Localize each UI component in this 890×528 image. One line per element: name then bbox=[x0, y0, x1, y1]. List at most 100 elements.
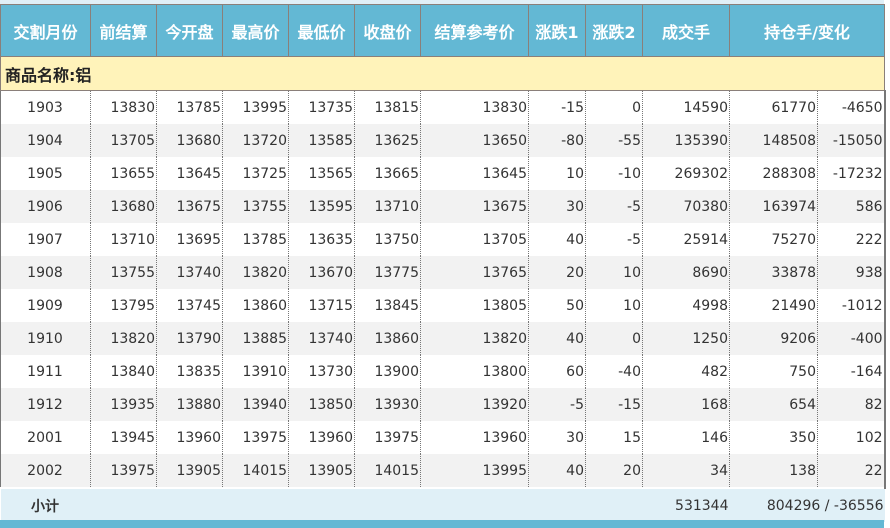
table-cell: 13625 bbox=[354, 124, 421, 157]
table-cell: 14015 bbox=[354, 454, 421, 488]
table-cell: 13860 bbox=[354, 322, 421, 355]
table-row: 1907 13710 13695 13785 13635 13750 13705 40 -5 25… bbox=[0, 223, 886, 256]
table-cell: 1904 bbox=[0, 124, 91, 157]
table-cell: 8690 bbox=[642, 256, 730, 289]
column-header: 结算参考价 bbox=[420, 4, 529, 57]
category-row: 商品名称:铝 bbox=[0, 56, 886, 91]
table-cell: 13850 bbox=[288, 388, 355, 421]
column-header: 收盘价 bbox=[354, 4, 421, 57]
table-row: 1908 13755 13740 13820 13670 13775 13765 20 10 86… bbox=[0, 256, 886, 289]
table-cell: 13775 bbox=[354, 256, 421, 289]
table-row: 1903 13830 13785 13995 13735 13815 13830 -15 0 14… bbox=[0, 90, 886, 124]
table-cell: 288308 bbox=[729, 157, 818, 190]
table-cell: 13720 bbox=[222, 124, 289, 157]
table-cell: 13830 bbox=[420, 90, 529, 124]
table-cell: 13745 bbox=[156, 289, 223, 322]
table-cell: 13740 bbox=[156, 256, 223, 289]
category-name: 商品名称:铝 bbox=[0, 56, 886, 91]
table-cell: 1907 bbox=[0, 223, 91, 256]
bottom-strip bbox=[0, 520, 884, 528]
table-cell: 13585 bbox=[288, 124, 355, 157]
subtotal-row: 小计 531344 804296 / -36556 bbox=[0, 487, 885, 522]
table-cell: 13900 bbox=[354, 355, 421, 388]
table-cell: 222 bbox=[816, 223, 886, 256]
table-cell: 13675 bbox=[156, 190, 223, 223]
table-cell: 13800 bbox=[420, 355, 529, 388]
table-cell: -15050 bbox=[816, 124, 886, 157]
column-header: 成交手 bbox=[642, 4, 730, 57]
table-cell: 33878 bbox=[729, 256, 818, 289]
table-row: 1911 13840 13835 13910 13730 13900 13800 60 -40 4… bbox=[0, 355, 886, 388]
table-cell: 0 bbox=[585, 322, 643, 355]
column-header: 涨跌2 bbox=[585, 4, 643, 57]
table-row: 1904 13705 13680 13720 13585 13625 13650 -80 -55… bbox=[0, 124, 886, 157]
table-cell: 146 bbox=[642, 421, 730, 454]
table-cell: 13735 bbox=[288, 90, 355, 124]
table-cell: 269302 bbox=[642, 157, 730, 190]
subtotal-spacer bbox=[90, 487, 643, 522]
table-cell: 70380 bbox=[642, 190, 730, 223]
table-cell: 750 bbox=[729, 355, 818, 388]
table-cell: 1910 bbox=[0, 322, 91, 355]
table-cell: 13815 bbox=[354, 90, 421, 124]
table-cell: -5 bbox=[528, 388, 586, 421]
table-cell: 13820 bbox=[90, 322, 157, 355]
table-cell: 13645 bbox=[420, 157, 529, 190]
table-cell: 13670 bbox=[288, 256, 355, 289]
table-cell: 350 bbox=[729, 421, 818, 454]
subtotal-open-interest: 804296 / -36556 bbox=[729, 487, 885, 522]
table-cell: 1908 bbox=[0, 256, 91, 289]
table-cell: 13680 bbox=[156, 124, 223, 157]
table-cell: 13650 bbox=[420, 124, 529, 157]
table-cell: 13860 bbox=[222, 289, 289, 322]
table-row: 1906 13680 13675 13755 13595 13710 13675 30 -5 70… bbox=[0, 190, 886, 223]
subtotal-label: 小计 bbox=[0, 487, 91, 522]
table-cell: -10 bbox=[585, 157, 643, 190]
table-cell: 13655 bbox=[90, 157, 157, 190]
column-header: 最高价 bbox=[222, 4, 289, 57]
table-cell: 13995 bbox=[420, 454, 529, 488]
table-cell: -164 bbox=[816, 355, 886, 388]
table-cell: 10 bbox=[585, 289, 643, 322]
table-cell: 13835 bbox=[156, 355, 223, 388]
table-cell: 13960 bbox=[288, 421, 355, 454]
table-row: 2001 13945 13960 13975 13960 13975 13960 30 15 14… bbox=[0, 421, 886, 454]
table-cell: 13830 bbox=[90, 90, 157, 124]
table-cell: 22 bbox=[816, 454, 886, 488]
column-header: 交割月份 bbox=[0, 4, 91, 57]
table-cell: -4650 bbox=[816, 90, 886, 124]
table-cell: 10 bbox=[528, 157, 586, 190]
table-cell: 13705 bbox=[90, 124, 157, 157]
table-cell: 482 bbox=[642, 355, 730, 388]
table-cell: 13715 bbox=[288, 289, 355, 322]
table-cell: 14015 bbox=[222, 454, 289, 488]
table-cell: -15 bbox=[585, 388, 643, 421]
table-cell: 135390 bbox=[642, 124, 730, 157]
table-cell: 30 bbox=[528, 421, 586, 454]
table-cell: 148508 bbox=[729, 124, 818, 157]
table-cell: 13755 bbox=[222, 190, 289, 223]
table-row: 2002 13975 13905 14015 13905 14015 13995 40 20 34… bbox=[0, 454, 886, 488]
table-cell: 13935 bbox=[90, 388, 157, 421]
table-row: 1909 13795 13745 13860 13715 13845 13805 50 10 49… bbox=[0, 289, 886, 322]
table-cell: 1906 bbox=[0, 190, 91, 223]
futures-table: 交割月份 前结算 今开盘 最高价 最低价 收盘价 结算参考价 涨跌1 涨跌2 成交手 持仓手/变化 … bbox=[0, 4, 886, 522]
table-cell: 1909 bbox=[0, 289, 91, 322]
table-cell: 13785 bbox=[222, 223, 289, 256]
table-cell: 13680 bbox=[90, 190, 157, 223]
table-cell: 82 bbox=[816, 388, 886, 421]
table-cell: 13725 bbox=[222, 157, 289, 190]
table-cell: 13730 bbox=[288, 355, 355, 388]
table-cell: -55 bbox=[585, 124, 643, 157]
table-cell: 13820 bbox=[222, 256, 289, 289]
table-cell: 50 bbox=[528, 289, 586, 322]
table-cell: -5 bbox=[585, 223, 643, 256]
column-header: 前结算 bbox=[90, 4, 157, 57]
table-cell: 13710 bbox=[354, 190, 421, 223]
table-cell: 34 bbox=[642, 454, 730, 488]
subtotal-volume: 531344 bbox=[642, 487, 730, 522]
table-cell: 14590 bbox=[642, 90, 730, 124]
table-cell: 0 bbox=[585, 90, 643, 124]
table-cell: 13880 bbox=[156, 388, 223, 421]
table-cell: -400 bbox=[816, 322, 886, 355]
